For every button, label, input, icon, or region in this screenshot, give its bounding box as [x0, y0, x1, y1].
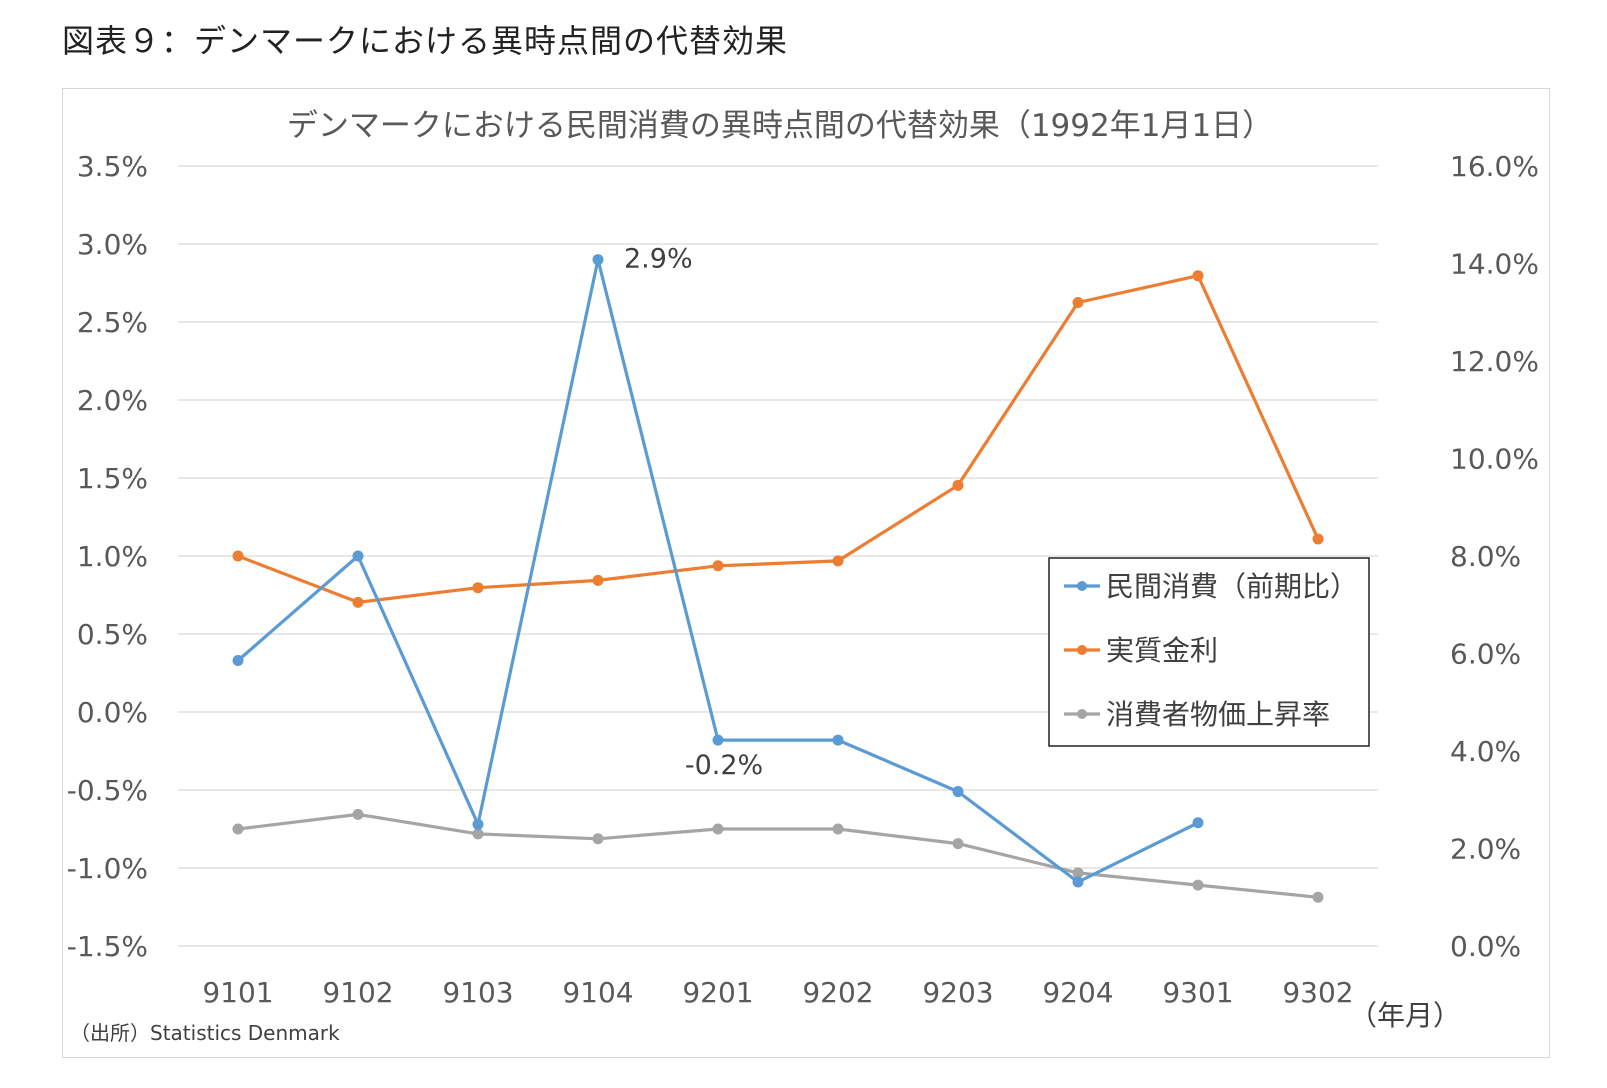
x-axis: 9101 9102 9103 9104 9201 9202 9203 9204 9301 9302 — [202, 976, 1353, 1009]
left-axis: 3.5% 3.0% 2.5% 2.0% 1.5% 1.0% 0.5% 0.0% -0.5% -1.… — [67, 150, 148, 963]
data-point — [232, 655, 244, 667]
data-point — [352, 596, 364, 608]
data-point — [712, 734, 724, 746]
series-cpi — [232, 808, 1324, 903]
data-point — [1192, 817, 1204, 829]
data-point — [592, 833, 604, 845]
series-line — [237, 274, 1320, 604]
right-tick-label: 0.0% — [1450, 930, 1521, 963]
legend-item: 実質金利 — [1064, 634, 1218, 667]
data-point — [712, 560, 724, 572]
data-point — [232, 823, 244, 835]
data-point — [1072, 876, 1084, 888]
data-point — [1312, 533, 1324, 545]
x-tick-label: 9102 — [322, 976, 393, 1009]
data-label: 2.9% — [624, 244, 693, 275]
data-point — [472, 828, 484, 840]
series-line — [237, 812, 1319, 899]
legend-item: 民間消費（前期比） — [1064, 570, 1358, 603]
data-point — [1192, 879, 1204, 891]
data-point — [952, 786, 964, 798]
x-tick-label: 9301 — [1162, 976, 1233, 1009]
x-tick-label: 9104 — [562, 976, 633, 1009]
data-point — [712, 823, 724, 835]
source-note: （出所）Statistics Denmark — [70, 1021, 340, 1045]
x-tick-label: 9201 — [682, 976, 753, 1009]
legend-label: 民間消費（前期比） — [1106, 570, 1358, 603]
data-point — [592, 254, 604, 266]
x-tick-label: 9101 — [202, 976, 273, 1009]
left-tick-label: 0.0% — [77, 696, 148, 729]
legend-label: 実質金利 — [1106, 634, 1218, 667]
left-tick-label: -1.0% — [67, 852, 148, 885]
data-point — [832, 555, 844, 567]
right-tick-label: 4.0% — [1450, 735, 1521, 768]
data-point — [952, 479, 964, 491]
data-point — [352, 808, 364, 820]
x-tick-label: 9204 — [1042, 976, 1113, 1009]
x-tick-label: 9202 — [802, 976, 873, 1009]
data-point — [1072, 297, 1084, 308]
left-tick-label: 1.5% — [77, 462, 148, 495]
left-tick-label: -0.5% — [67, 774, 148, 807]
data-point — [832, 734, 844, 746]
data-point — [1312, 891, 1324, 903]
x-tick-label: 9203 — [922, 976, 993, 1009]
data-point — [952, 838, 964, 850]
chart-frame — [62, 88, 1550, 1058]
chart-title: デンマークにおける民間消費の異時点間の代替効果（1992年1月1日） — [287, 108, 1273, 144]
series-layer — [232, 254, 1324, 903]
figure-title: 図表９：デンマークにおける異時点間の代替効果 — [62, 22, 789, 60]
legend-box — [1048, 557, 1370, 747]
x-unit-label: （年月） — [1349, 999, 1461, 1032]
data-labels: 2.9% -0.2% — [624, 244, 763, 781]
data-point — [472, 582, 484, 594]
x-tick-label: 9103 — [442, 976, 513, 1009]
legend-swatch-marker — [1077, 709, 1087, 719]
data-point — [832, 823, 844, 835]
data-point — [1192, 270, 1204, 282]
right-tick-label: 6.0% — [1450, 638, 1521, 671]
right-axis: 16.0% 14.0% 12.0% 10.0% 8.0% 6.0% 4.0% 2.0% 0.0% — [1450, 150, 1539, 963]
left-tick-label: 3.5% — [77, 150, 148, 183]
left-tick-label: 2.5% — [77, 306, 148, 339]
legend-item: 消費者物価上昇率 — [1064, 698, 1330, 731]
left-tick-label: 0.5% — [77, 618, 148, 651]
data-label: -0.2% — [685, 750, 763, 781]
left-tick-label: 3.0% — [77, 228, 148, 261]
x-tick-label: 9302 — [1282, 976, 1353, 1009]
data-point — [1072, 867, 1084, 879]
right-tick-label: 8.0% — [1450, 540, 1521, 573]
right-tick-label: 12.0% — [1450, 345, 1539, 378]
right-tick-label: 16.0% — [1450, 150, 1539, 183]
series-consumption — [232, 254, 1204, 888]
legend-swatch-marker — [1077, 581, 1087, 591]
data-point — [352, 550, 364, 562]
right-tick-label: 14.0% — [1450, 248, 1539, 281]
right-tick-label: 2.0% — [1450, 833, 1521, 866]
series-real-rate — [232, 270, 1324, 608]
data-point — [592, 574, 604, 586]
left-tick-label: 2.0% — [77, 384, 148, 417]
right-tick-label: 10.0% — [1450, 443, 1539, 476]
left-tick-label: -1.5% — [67, 930, 148, 963]
left-tick-label: 1.0% — [77, 540, 148, 573]
data-point — [472, 818, 484, 830]
legend-swatch-marker — [1077, 645, 1087, 655]
legend-label: 消費者物価上昇率 — [1106, 698, 1330, 731]
data-point — [232, 550, 244, 562]
